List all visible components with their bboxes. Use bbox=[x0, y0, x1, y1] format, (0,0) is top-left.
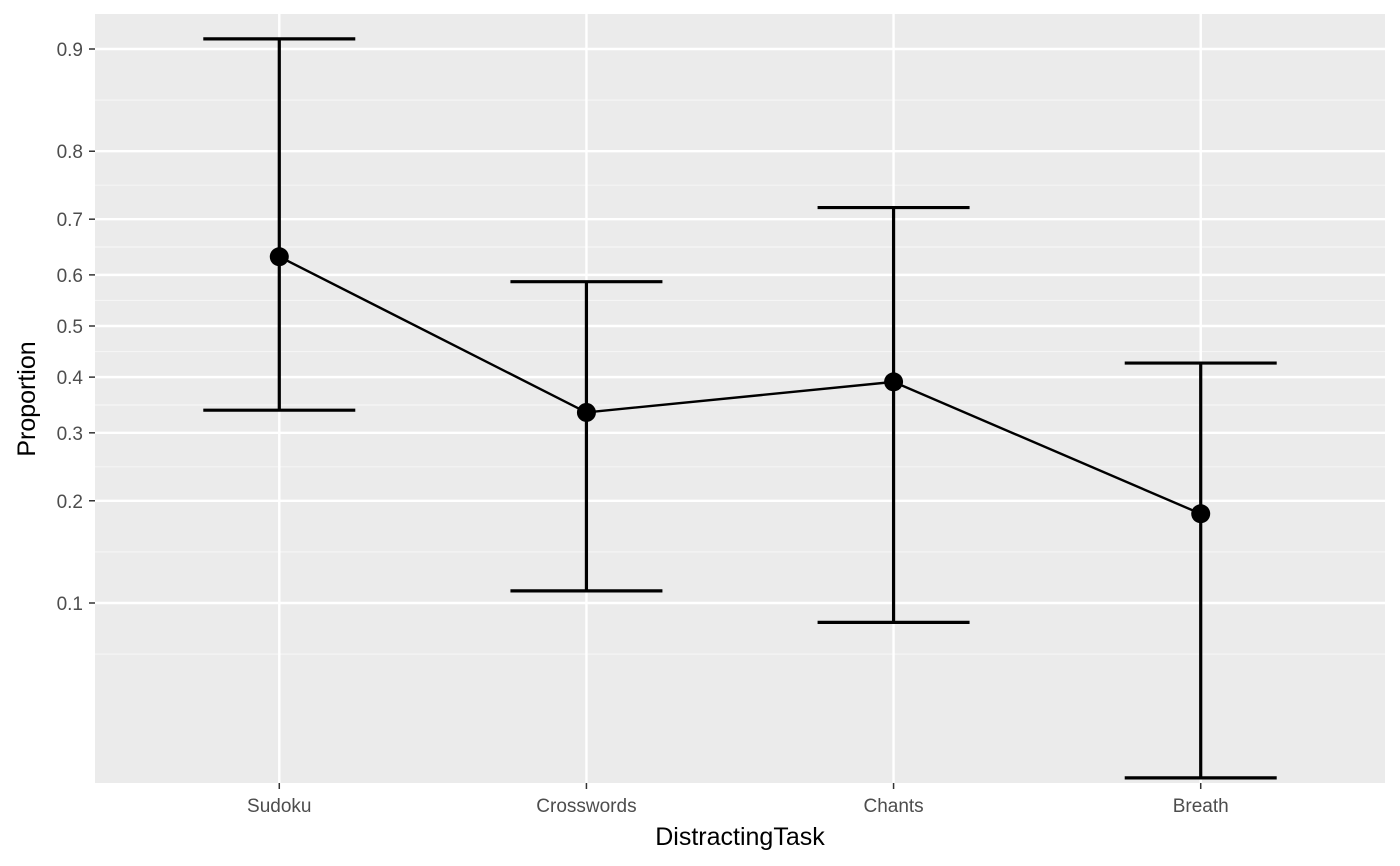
y-tick-label: 0.1 bbox=[57, 594, 83, 615]
data-point bbox=[576, 402, 596, 422]
data-points bbox=[269, 247, 1211, 524]
data-point bbox=[1191, 504, 1211, 524]
data-point bbox=[269, 247, 289, 267]
x-tick-label: Sudoku bbox=[247, 796, 311, 817]
y-tick-label: 0.6 bbox=[57, 266, 83, 287]
x-tick-label: Chants bbox=[863, 796, 923, 817]
y-tick-label: 0.5 bbox=[57, 317, 83, 338]
y-tick-label: 0.9 bbox=[57, 40, 83, 61]
x-tick-label: Breath bbox=[1173, 796, 1229, 817]
plot-panel bbox=[95, 14, 1385, 783]
x-axis-title: DistractingTask bbox=[655, 823, 825, 851]
x-tick-label: Crosswords bbox=[536, 796, 636, 817]
y-tick-label: 0.2 bbox=[57, 492, 83, 513]
series-line-group bbox=[278, 255, 1202, 515]
y-tick-label: 0.7 bbox=[57, 210, 83, 231]
error-bars bbox=[203, 37, 1277, 780]
grid-minor bbox=[95, 99, 1385, 655]
y-tick-label: 0.4 bbox=[57, 368, 84, 389]
y-axis-ticks: 0.1 0.2 0.3 0.4 0.5 0.6 0.7 0.8 0.9 bbox=[57, 40, 95, 615]
data-point bbox=[884, 372, 904, 392]
y-tick-label: 0.3 bbox=[57, 424, 83, 445]
y-axis-title: Proportion bbox=[13, 341, 41, 456]
series-line bbox=[278, 255, 1202, 515]
y-tick-label: 0.8 bbox=[57, 142, 83, 163]
x-axis-ticks: Sudoku Crosswords Chants Breath bbox=[247, 783, 1229, 817]
